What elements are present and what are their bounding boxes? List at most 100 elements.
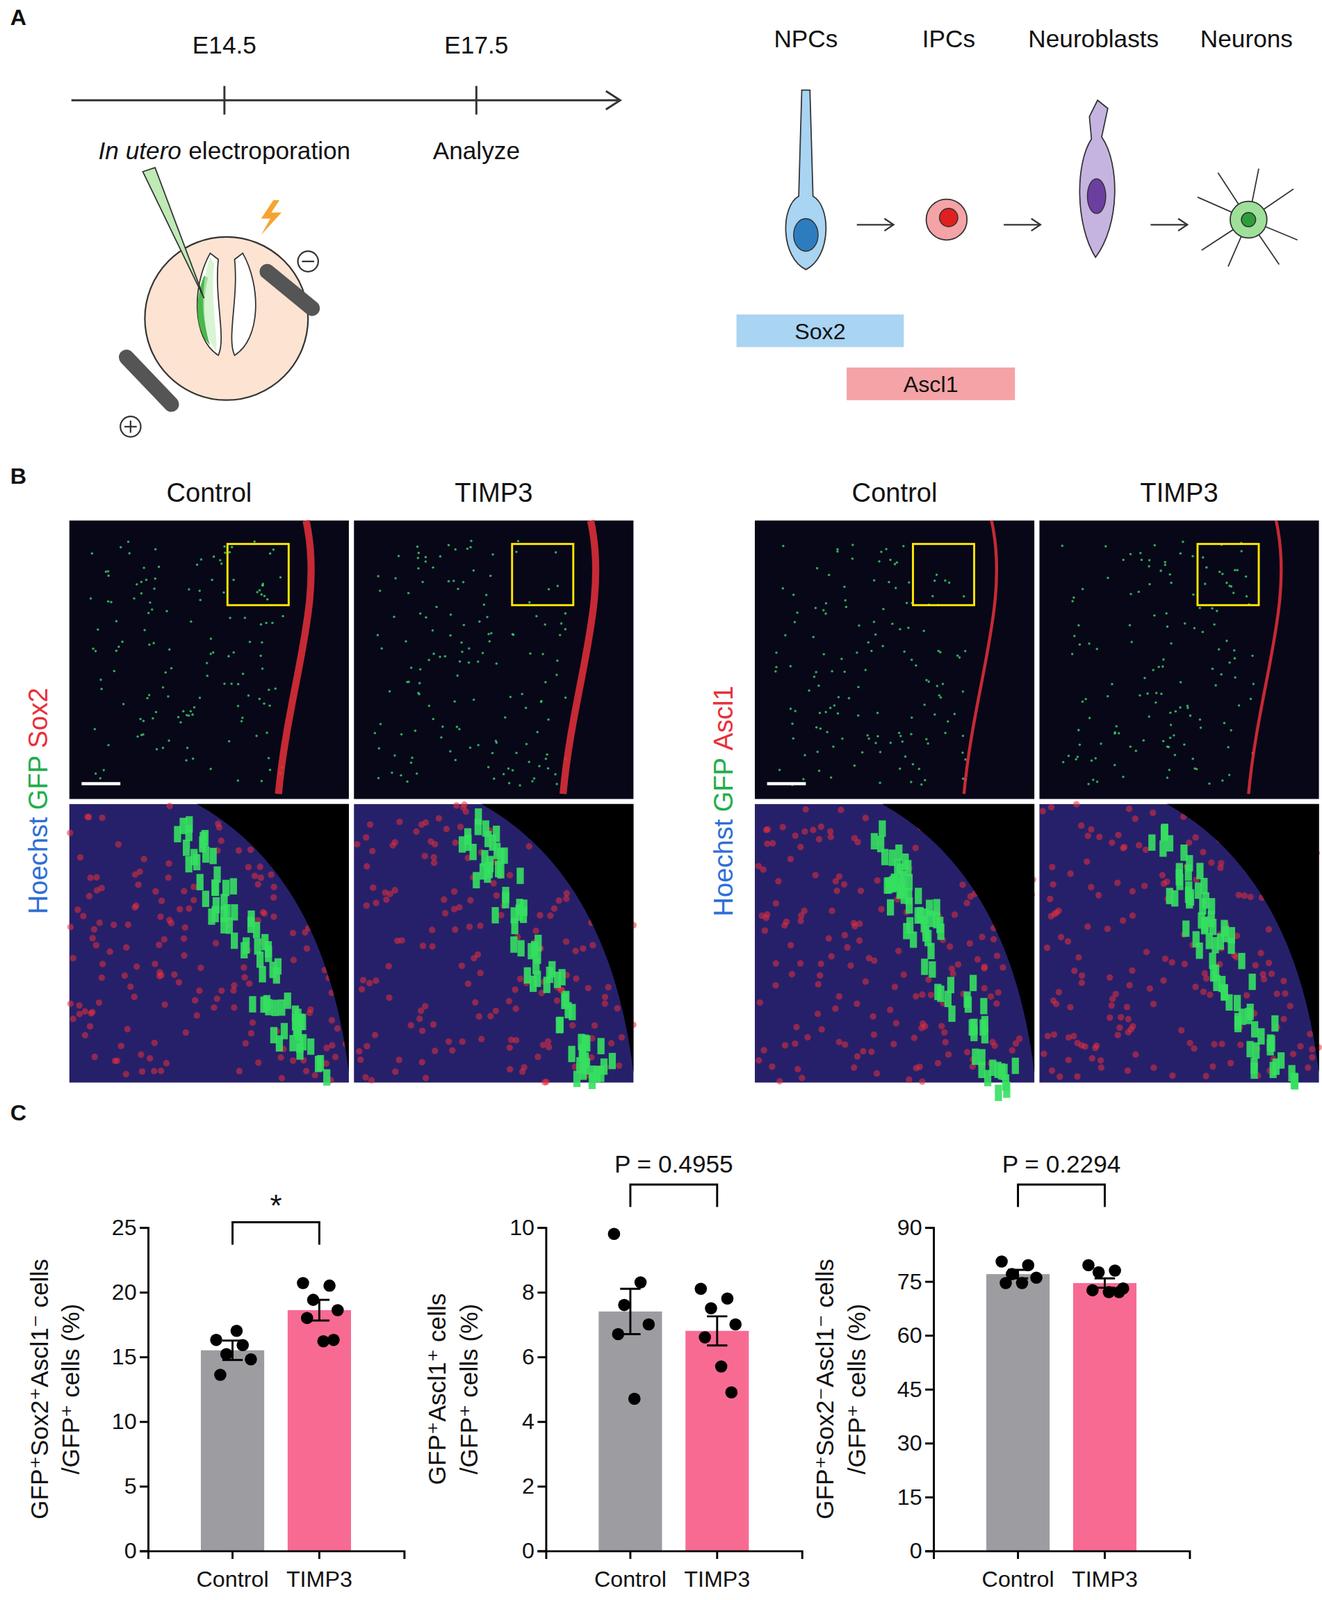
marker-bar — [736, 314, 905, 347]
texture — [1071, 599, 1074, 603]
texture — [209, 637, 213, 641]
texture — [910, 716, 914, 720]
texture — [968, 1019, 976, 1036]
texture — [128, 551, 132, 555]
texture — [1230, 585, 1234, 589]
texture — [1218, 570, 1222, 574]
texture — [909, 780, 913, 784]
texture — [136, 735, 140, 739]
texture — [166, 695, 170, 698]
texture — [1113, 763, 1117, 767]
texture — [1108, 1002, 1115, 1009]
texture — [1192, 834, 1199, 841]
texture — [196, 563, 199, 567]
texture — [237, 682, 240, 686]
texture — [1081, 588, 1085, 591]
texture — [1049, 881, 1056, 888]
texture — [150, 1067, 158, 1074]
texture — [453, 699, 456, 703]
texture — [1206, 991, 1213, 999]
texture — [1127, 1025, 1134, 1033]
texture — [69, 1015, 76, 1022]
texture — [817, 684, 821, 688]
texture — [483, 603, 486, 607]
texture — [205, 661, 209, 665]
texture — [555, 673, 559, 677]
texture — [407, 591, 411, 595]
texture — [912, 1064, 919, 1072]
texture — [946, 943, 953, 950]
texture — [1241, 892, 1248, 899]
texture — [1189, 714, 1193, 718]
texture — [469, 746, 472, 750]
texture — [907, 626, 910, 630]
texture — [857, 624, 861, 627]
marker-bar — [846, 367, 1015, 401]
texture — [99, 960, 106, 967]
texture — [1218, 1040, 1225, 1047]
texture — [86, 1023, 94, 1030]
texture — [553, 971, 561, 988]
y-tick: 10 — [509, 1214, 546, 1240]
ventricle-signal — [562, 520, 596, 794]
texture — [1233, 676, 1237, 680]
texture — [428, 943, 436, 950]
texture — [422, 1074, 429, 1081]
texture — [928, 961, 936, 978]
texture — [974, 956, 981, 963]
significance-bracket — [1018, 1184, 1106, 1207]
texture — [99, 678, 103, 682]
texture — [1227, 937, 1235, 954]
texture — [793, 620, 797, 624]
texture — [223, 682, 226, 686]
texture — [536, 911, 543, 919]
texture — [89, 934, 96, 942]
texture — [943, 579, 947, 583]
texture — [1233, 568, 1237, 572]
texture — [792, 832, 799, 839]
texture — [579, 945, 586, 952]
texture — [1228, 773, 1231, 777]
texture — [176, 905, 183, 912]
texture — [154, 711, 158, 714]
x-tick-label: TIMP3 — [683, 1566, 750, 1592]
texture — [920, 958, 928, 975]
texture — [1073, 800, 1080, 807]
texture — [1153, 614, 1156, 618]
texture — [417, 1007, 424, 1015]
panel-b: ControlTIMP3HoechstGFPSox2ControlTIMP3Ho… — [22, 477, 1322, 1101]
texture — [1252, 682, 1256, 686]
texture — [142, 566, 146, 570]
texture — [494, 739, 498, 743]
texture — [510, 936, 518, 953]
texture — [831, 1005, 839, 1012]
inset-box — [227, 544, 289, 606]
lightning — [261, 200, 282, 235]
texture — [938, 694, 942, 698]
texture — [870, 1031, 878, 1038]
texture — [271, 999, 279, 1016]
texture — [1239, 549, 1243, 553]
texture — [382, 896, 390, 903]
y-tick-label: 25 — [111, 1214, 137, 1240]
texture — [847, 962, 854, 969]
texture — [1169, 711, 1172, 715]
x-tick: TIMP3 — [1071, 1550, 1138, 1592]
annotation: * — [269, 1188, 282, 1223]
texture — [1195, 942, 1203, 959]
condition-label: Control — [852, 477, 938, 508]
texture — [490, 879, 497, 887]
texture — [547, 767, 550, 771]
texture — [1016, 1035, 1023, 1042]
texture — [509, 695, 513, 699]
texture — [91, 1053, 99, 1060]
texture — [927, 991, 935, 999]
texture — [787, 855, 794, 862]
panel-a: E14.5In uteroelectroporationE17.5Analyze… — [71, 25, 1298, 438]
texture — [431, 629, 435, 632]
texture — [131, 993, 138, 1001]
event-label: In uteroelectroporation — [98, 136, 352, 165]
texture — [151, 717, 155, 721]
texture — [157, 913, 164, 920]
texture — [878, 820, 886, 837]
